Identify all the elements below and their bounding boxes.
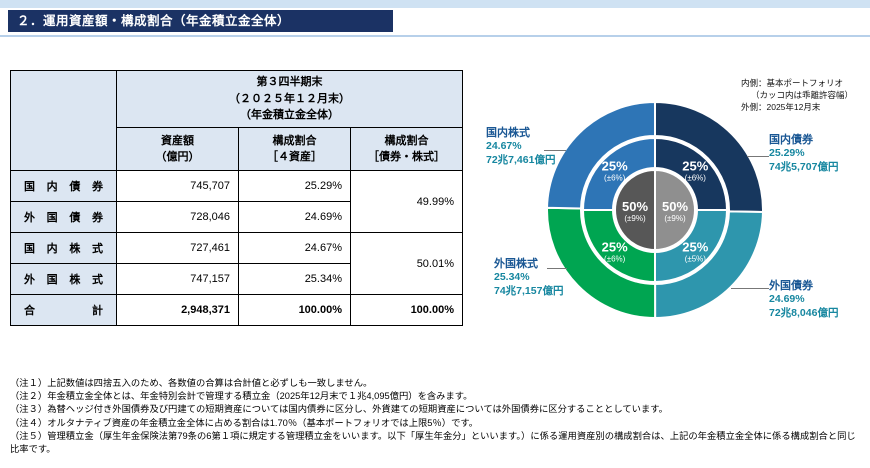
row-label-total: 合計 xyxy=(10,294,117,326)
row-label: 外国株式 xyxy=(10,263,117,295)
callout-foreign-equities: 外国株式 25.34% 74兆7,157億円 xyxy=(494,257,563,299)
corner-cell xyxy=(10,70,117,171)
table-row-domestic-bonds: 国内債券 745,707 25.29% 49.99% xyxy=(10,170,463,233)
ratio4-cell: 25.34% xyxy=(238,263,351,295)
col-header-ratio-bond-equity: 構成割合 ［債券・株式］ xyxy=(350,127,463,171)
inner-ring-pct-label: 25% xyxy=(602,159,628,174)
callout-amount: 72兆7,461億円 xyxy=(486,153,556,166)
footnote-1: （注１）上記数値は四捨五入のため、各数値の合算は合計値と必ずしも一致しません。 xyxy=(10,378,373,388)
donut-svg: 25%(±6%)25%(±5%)25%(±6%)25%(±6%)50%(±9%)… xyxy=(546,100,765,320)
table-header-row-period: 第３四半期末 （２０２５年１２月末） （年金積立金全体） xyxy=(10,70,463,171)
callout-pct: 25.29% xyxy=(769,147,805,160)
ratio4-cell: 25.29% xyxy=(238,170,351,202)
inner-ring-band-label: (±6%) xyxy=(604,254,626,263)
center-segment-債券 xyxy=(654,168,696,252)
row-label: 国内債券 xyxy=(10,170,117,202)
inner-ring-pct-label: 25% xyxy=(682,239,708,254)
callout-pct: 24.69% xyxy=(769,293,805,306)
leader-line-foreign-bonds xyxy=(731,288,769,289)
callout-name: 国内債券 xyxy=(769,134,813,146)
center-pct-label: 50% xyxy=(622,199,648,214)
inner-ring-segment-国内株式 xyxy=(581,136,656,211)
footnotes: （注１）上記数値は四捨五入のため、各数値の合算は合計値と必ずしも一致しません。 … xyxy=(10,377,862,456)
table-row-domestic-equities: 国内株式 727,461 24.67% 50.01% xyxy=(10,232,463,295)
center-segment-株式 xyxy=(614,168,656,252)
leader-line-domestic-bonds xyxy=(747,156,769,157)
period-header-cell: 第３四半期末 （２０２５年１２月末） （年金積立金全体） xyxy=(116,70,463,128)
section-title: ２．運用資産額・構成割合（年金積立金全体） xyxy=(8,10,393,32)
equities-merged-ratio-cell: 50.01% xyxy=(350,232,463,295)
table-row-total: 合計 2,948,371 100.00% 100.00% xyxy=(10,294,463,326)
callout-foreign-bonds: 外国債券 24.69% 72兆8,046億円 xyxy=(769,279,838,321)
callout-name: 外国株式 xyxy=(494,258,538,270)
ratio4-cell: 24.69% xyxy=(238,201,351,233)
col-header-ratio4: 構成割合 ［４資産］ xyxy=(238,127,351,171)
amount-cell-total: 2,948,371 xyxy=(116,294,239,326)
footnote-3: （注３）為替ヘッジ付き外国債券及び円建ての短期資産については国内債券に区分し、外… xyxy=(10,404,668,415)
header-divider xyxy=(0,35,870,37)
callout-amount: 72兆8,046億円 xyxy=(769,306,839,319)
amount-cell: 727,461 xyxy=(116,232,239,264)
callout-domestic-bonds: 国内債券 25.29% 74兆5,707億円 xyxy=(769,133,838,175)
inner-ring-band-label: (±6%) xyxy=(685,174,707,183)
note-inner-ring: 内側：基本ポートフォリオ xyxy=(741,78,844,88)
callout-pct: 24.67% xyxy=(486,140,522,153)
amount-cell: 745,707 xyxy=(116,170,239,202)
outer-ring-segment-国内株式 xyxy=(546,100,656,210)
callout-name: 外国債券 xyxy=(769,280,813,292)
col-header-amount: 資産額 （億円） xyxy=(116,127,239,171)
callout-pct: 25.34% xyxy=(494,271,530,284)
amount-cell: 747,157 xyxy=(116,263,239,295)
callout-domestic-equities: 国内株式 24.67% 72兆7,461億円 xyxy=(486,126,555,168)
bonds-merged-ratio-cell: 49.99% xyxy=(350,170,463,233)
leader-line-foreign-equities xyxy=(547,268,567,269)
callout-amount: 74兆7,157億円 xyxy=(494,284,564,297)
ratio4-cell-total: 100.00% xyxy=(238,294,351,326)
footnote-2: （注２）年金積立金全体とは、年金特別会計で管理する積立金（2025年12月末で１… xyxy=(10,391,473,402)
row-label: 外国債券 xyxy=(10,201,117,233)
callout-amount: 74兆5,707億円 xyxy=(769,160,839,173)
chart-legend-note: 内側：基本ポートフォリオ （カッコ内は乖離許容幅） 外側：2025年12月末 xyxy=(741,78,853,114)
inner-ring-band-label: (±6%) xyxy=(604,174,626,183)
table-row-foreign-equities: 外国株式 747,157 25.34% xyxy=(10,263,463,295)
ratio4-cell: 24.67% xyxy=(238,232,351,264)
asset-allocation-table: 第３四半期末 （２０２５年１２月末） （年金積立金全体） 資産額 （億円） 構成… xyxy=(10,70,463,326)
note-deviation-band: （カッコ内は乖離許容幅） xyxy=(751,89,854,100)
row-label: 国内株式 xyxy=(10,232,117,264)
ratio-be-cell-total: 100.00% xyxy=(350,294,463,326)
center-pct-label: 50% xyxy=(662,199,688,214)
center-band-label: (±9%) xyxy=(624,214,646,223)
footnote-4: （注４）オルタナティブ資産の年金積立金全体に占める割合は1.70％（基本ポートフ… xyxy=(10,417,479,428)
table-header-row-columns: 資産額 （億円） 構成割合 ［４資産］ 構成割合 ［債券・株式］ xyxy=(11,127,463,171)
inner-ring-band-label: (±5%) xyxy=(685,254,707,263)
callout-name: 国内株式 xyxy=(486,127,530,139)
inner-ring-pct-label: 25% xyxy=(682,159,708,174)
allocation-donut-chart: 25% (±6%) 25% (±5%) 25% (±6%) 25% (±6%) 50% (±9%)… xyxy=(543,98,767,322)
leader-line-domestic-equities xyxy=(544,150,566,151)
note-outer-ring: 外側：2025年12月末 xyxy=(741,101,821,112)
amount-cell: 728,046 xyxy=(116,201,239,233)
inner-ring-pct-label: 25% xyxy=(602,239,628,254)
top-accent-strip xyxy=(0,0,870,8)
footnote-5: （注５）管理積立金（厚生年金保険法第79条の6第１項に規定する管理積立金をいいま… xyxy=(10,430,856,454)
center-band-label: (±9%) xyxy=(664,214,686,223)
